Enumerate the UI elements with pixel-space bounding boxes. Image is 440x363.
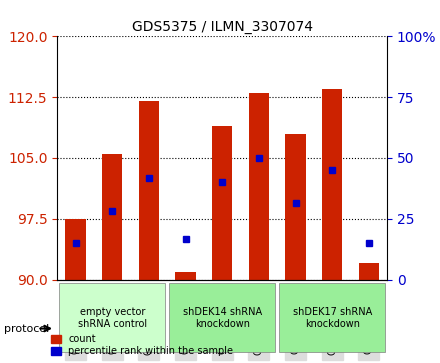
Text: shDEK17 shRNA
knockdown: shDEK17 shRNA knockdown [293, 307, 372, 329]
Bar [286, 134, 306, 280]
Legend: count, percentile rank within the sample: count, percentile rank within the sample [49, 332, 235, 358]
FancyBboxPatch shape [279, 284, 385, 352]
Title: GDS5375 / ILMN_3307074: GDS5375 / ILMN_3307074 [132, 20, 313, 34]
Text: shDEK14 shRNA
knockdown: shDEK14 shRNA knockdown [183, 307, 262, 329]
Bar [102, 154, 122, 280]
Bar [176, 272, 196, 280]
Bar [322, 89, 342, 280]
Bar [249, 93, 269, 280]
Bar [139, 101, 159, 280]
Text: empty vector
shRNA control: empty vector shRNA control [77, 307, 147, 329]
Bar [66, 219, 86, 280]
FancyBboxPatch shape [59, 284, 165, 352]
FancyBboxPatch shape [169, 284, 275, 352]
Text: protocol: protocol [4, 323, 50, 334]
Bar [359, 264, 379, 280]
Bar [212, 126, 232, 280]
